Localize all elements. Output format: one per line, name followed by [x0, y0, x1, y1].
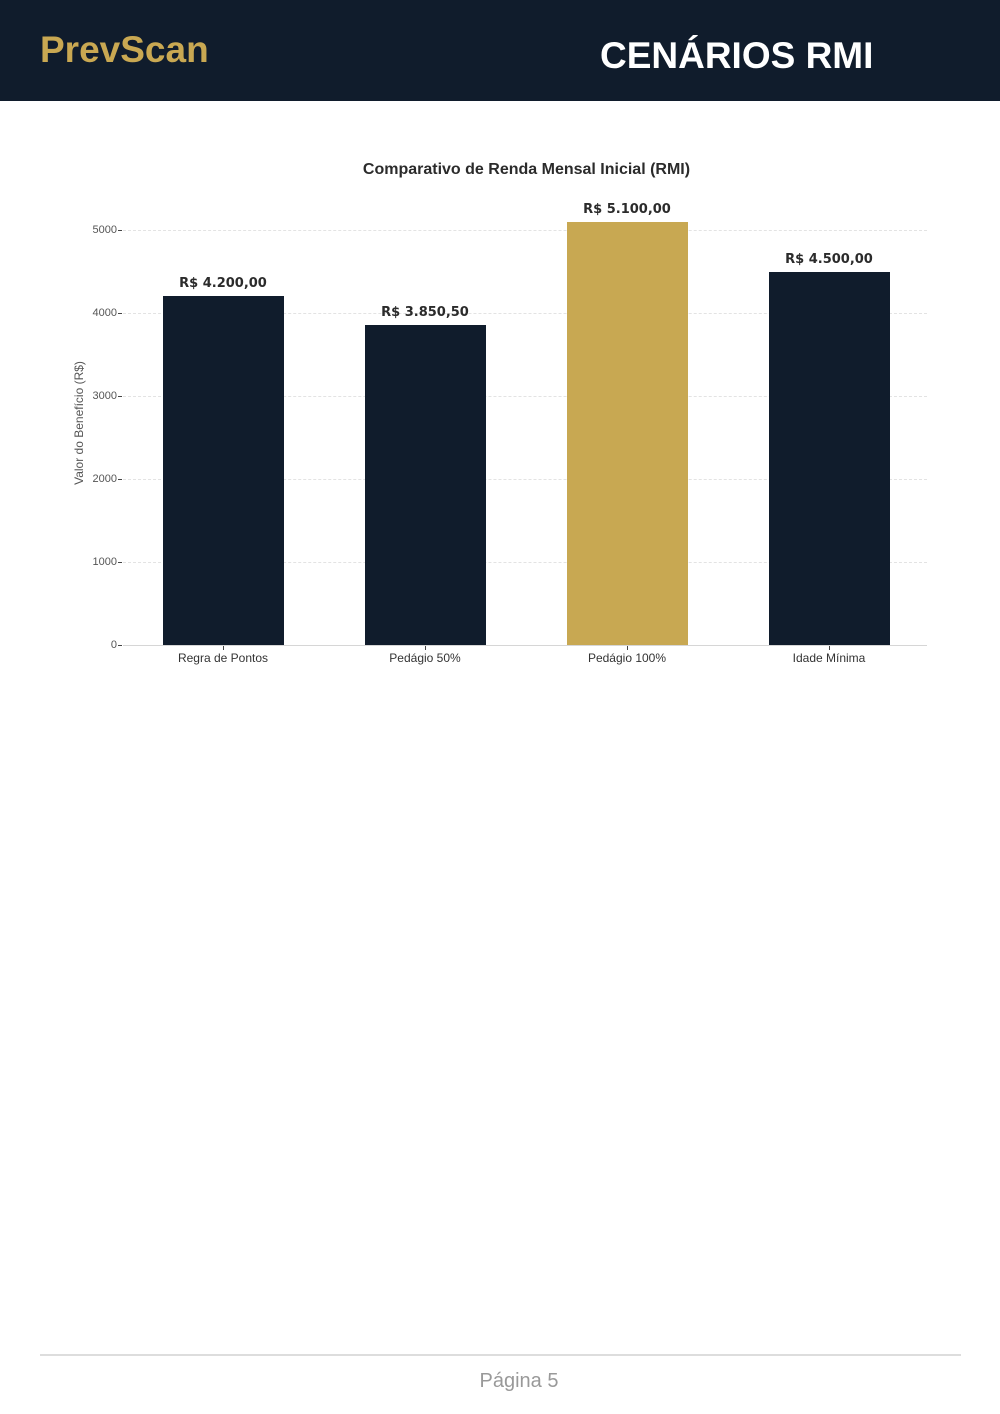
page-number: Página 5 — [479, 1370, 559, 1392]
gridline — [123, 313, 927, 314]
y-tick-label: 3000 — [92, 390, 117, 402]
x-tick-mark — [627, 646, 628, 650]
y-axis-label: Valor do Benefício (R$) — [72, 361, 86, 485]
y-tick-label: 0 — [110, 639, 117, 651]
bar-value-label: R$ 4.200,00 — [179, 276, 267, 292]
x-tick-label: Pedágio 50% — [389, 651, 461, 665]
x-tick-label: Idade Mínima — [792, 651, 866, 665]
bar-ped-gio-50- — [364, 325, 486, 645]
x-tick-mark — [829, 646, 830, 650]
page-header: PrevScan CENÁRIOS RMI — [0, 0, 1000, 101]
bar-value-label: R$ 5.100,00 — [583, 201, 671, 217]
footer-divider — [40, 1354, 961, 1356]
gridline — [123, 479, 927, 480]
x-tick-mark — [425, 646, 426, 650]
brand-logo: PrevScan — [40, 29, 209, 70]
rmi-bar-chart: Comparativo de Renda Mensal Inicial (RMI… — [0, 101, 1000, 701]
gridline — [123, 230, 927, 231]
y-tick-mark — [118, 645, 122, 646]
chart-title: Comparativo de Renda Mensal Inicial (RMI… — [362, 161, 691, 178]
bar-value-label: R$ 4.500,00 — [785, 251, 873, 267]
y-tick-mark — [118, 562, 122, 563]
bar-idade-m-nima — [768, 271, 890, 645]
y-tick-label: 5000 — [92, 224, 117, 236]
bar-value-label: R$ 3.850,50 — [381, 305, 469, 321]
x-tick-label: Pedágio 100% — [587, 651, 667, 665]
y-tick-label: 4000 — [92, 307, 117, 319]
y-tick-label: 1000 — [92, 556, 117, 568]
x-tick-mark — [223, 646, 224, 650]
y-tick-mark — [118, 396, 122, 397]
gridline — [123, 396, 927, 397]
y-tick-mark — [118, 230, 122, 231]
x-tick-label: Regra de Pontos — [177, 651, 269, 665]
y-tick-label: 2000 — [92, 473, 117, 485]
y-tick-mark — [118, 479, 122, 480]
bar-regra-de-pontos — [162, 296, 284, 645]
x-axis-line — [123, 645, 927, 646]
bar-ped-gio-100- — [566, 221, 688, 645]
y-tick-mark — [118, 313, 122, 314]
plot-area: 0 1000 2000 3000 4000 5000 R$ 4.200,00 Regra de… — [93, 101, 927, 665]
gridline — [123, 562, 927, 563]
page-title: CENÁRIOS RMI — [600, 35, 874, 76]
